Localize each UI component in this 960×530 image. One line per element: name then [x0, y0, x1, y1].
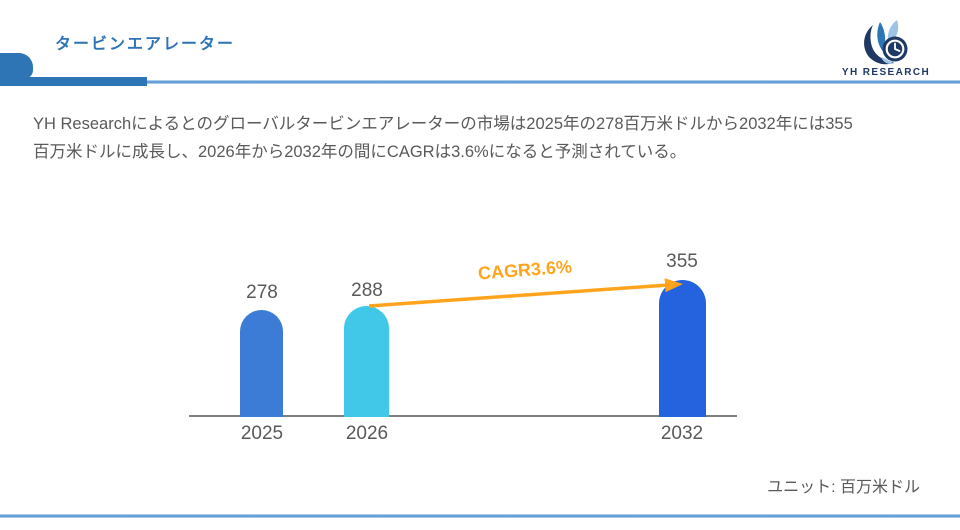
page-title: タービンエアレーター — [55, 36, 236, 53]
bar-value-label: 278 — [246, 282, 278, 303]
unit-label: ユニット: 百万米ドル — [767, 479, 920, 496]
yh-research-logo: YH RESEARCH — [840, 20, 932, 78]
bar-value-label: 288 — [351, 280, 383, 301]
x-axis-tick-label: 2026 — [345, 423, 389, 444]
market-summary-line1: YH Researchによるとのグローバルタービンエアレーターの市場は2025年… — [33, 115, 853, 133]
bar-value-label: 355 — [666, 251, 698, 272]
footer-divider-line — [0, 514, 960, 518]
bar-chart: 278 288 355 2025 2026 2032 CAGR3.6% — [0, 240, 960, 460]
chart-bar — [659, 280, 706, 417]
cagr-growth-arrow — [368, 278, 683, 308]
x-axis-tick-label: 2025 — [240, 423, 284, 444]
cagr-arrow-line — [368, 278, 683, 308]
x-axis-tick-label: 2032 — [660, 423, 704, 444]
x-axis-line — [189, 415, 737, 417]
chart-bar — [240, 310, 283, 417]
yh-research-logo-text: YH RESEARCH — [841, 67, 931, 78]
header-divider-line — [0, 80, 960, 84]
header-accent-tab — [0, 53, 33, 79]
market-summary-line2: 百万米ドルに成長し、2026年から2032年の間にCAGRは3.6%になると予測… — [33, 143, 687, 161]
market-summary-paragraph: YH Researchによるとのグローバルタービンエアレーターの市場は2025年… — [33, 110, 948, 166]
chart-bar — [344, 306, 389, 417]
yh-research-logo-icon — [840, 20, 932, 66]
header-accent-bar — [0, 77, 147, 86]
